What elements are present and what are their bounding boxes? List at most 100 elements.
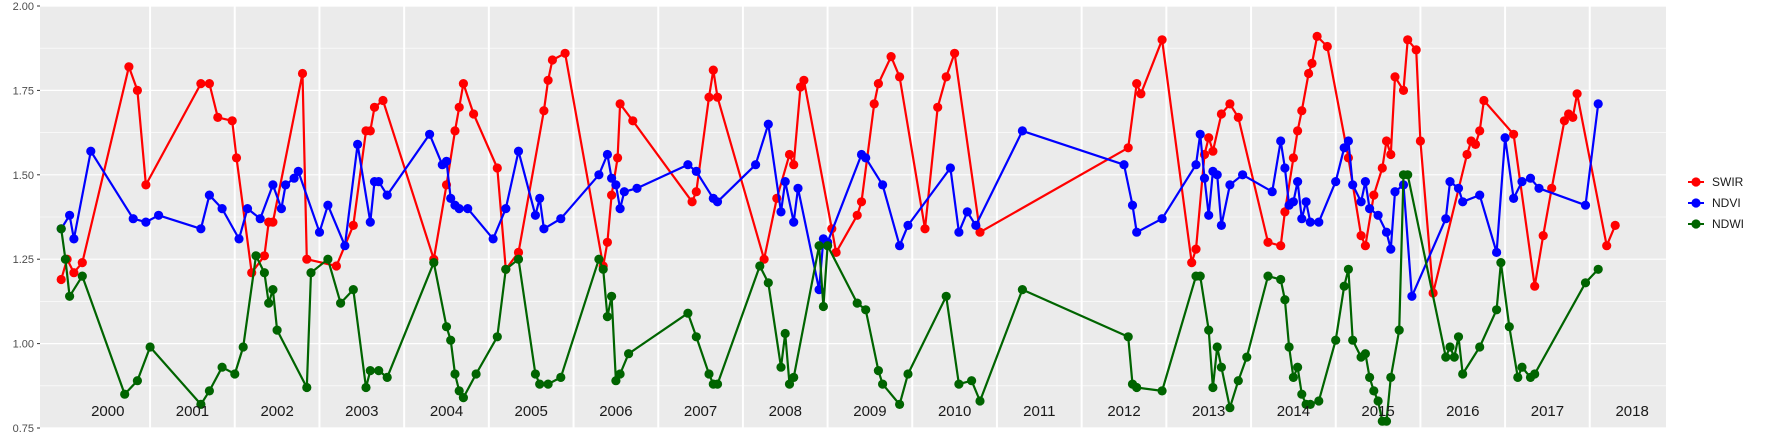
data-point-ndwi (1132, 382, 1142, 393)
data-point-ndvi (1331, 177, 1341, 187)
data-point-ndvi (1132, 227, 1142, 237)
data-point-swir (331, 261, 341, 271)
data-point-ndvi (1119, 160, 1129, 170)
data-point-ndvi (789, 217, 799, 227)
data-point-ndwi (691, 332, 701, 342)
data-point-swir (450, 126, 460, 136)
data-point-ndvi (619, 187, 629, 197)
data-point-ndwi (1445, 342, 1455, 352)
data-point-ndvi (1212, 170, 1222, 180)
year-label: 2009 (853, 403, 886, 420)
data-point-swir (1280, 207, 1290, 217)
data-point-ndwi (1496, 258, 1506, 268)
data-point-ndwi (365, 366, 375, 376)
data-point-swir (613, 153, 623, 163)
data-point-ndvi (365, 217, 375, 227)
data-point-ndvi (683, 160, 693, 170)
data-point-ndwi (1293, 362, 1303, 372)
data-point-ndwi (975, 396, 985, 406)
y-tick-label: 0.75 (13, 423, 34, 435)
data-point-swir (886, 52, 896, 62)
data-point-ndwi (823, 241, 833, 251)
data-point-ndwi (230, 369, 240, 379)
data-point-swir (1356, 231, 1366, 241)
data-point-ndvi (340, 241, 350, 251)
data-point-ndvi (763, 119, 773, 129)
data-point-ndwi (429, 258, 439, 268)
data-point-swir (1288, 153, 1298, 163)
data-point-ndwi (784, 379, 795, 389)
data-point-swir (513, 247, 524, 257)
data-point-swir (231, 153, 242, 163)
data-point-ndwi (903, 369, 913, 379)
year-label: 2008 (769, 403, 802, 420)
legend-item-swir: SWIR (1688, 175, 1744, 189)
data-point-ndvi (128, 214, 138, 224)
y-tick-label: 1.00 (13, 339, 34, 351)
data-point-ndwi (450, 369, 460, 379)
data-point-ndwi (1280, 295, 1290, 305)
data-point-ndwi (204, 386, 214, 396)
data-point-ndvi (1386, 244, 1396, 254)
data-point-ndvi (556, 214, 566, 224)
data-point-ndwi (543, 379, 553, 389)
data-point-swir (1398, 85, 1409, 95)
data-point-swir (602, 237, 613, 247)
data-point-ndwi (1492, 305, 1502, 315)
legend-label: NDWI (1712, 217, 1744, 231)
data-point-ndwi (1288, 372, 1298, 382)
data-point-ndwi (873, 366, 884, 376)
data-point-ndvi (793, 183, 803, 193)
data-point-ndvi (268, 180, 278, 190)
data-point-ndwi (145, 342, 155, 352)
data-point-ndwi (1242, 352, 1252, 362)
data-point-swir (1208, 146, 1218, 156)
data-point-ndvi (1534, 183, 1544, 193)
data-point-swir (687, 197, 697, 207)
data-point-ndwi (594, 254, 604, 264)
data-point-swir (69, 268, 79, 278)
data-point-ndwi (1360, 349, 1370, 359)
y-tick-label: 1.25 (13, 254, 34, 266)
y-tick-label: 1.50 (13, 170, 34, 182)
data-point-ndvi (154, 210, 164, 220)
data-point-swir (1475, 126, 1485, 136)
data-point-ndvi (1360, 177, 1370, 187)
data-point-ndwi (471, 369, 481, 379)
legend: SWIR NDVI NDWI (1688, 175, 1744, 231)
data-point-ndwi (776, 362, 786, 372)
data-point-ndvi (446, 193, 456, 203)
year-label: 2016 (1446, 403, 1479, 420)
data-point-ndvi (425, 129, 435, 139)
data-point-ndwi (1593, 264, 1603, 274)
y-tick-label: 2.00 (13, 1, 34, 13)
data-point-ndwi (1212, 342, 1222, 352)
data-point-swir (302, 254, 312, 264)
data-point-ndwi (1504, 322, 1514, 332)
data-point-swir (454, 102, 464, 112)
data-point-ndwi (238, 342, 248, 352)
data-point-ndwi (1449, 352, 1459, 362)
data-point-ndwi (272, 325, 282, 335)
data-point-ndwi (1381, 416, 1392, 426)
data-point-ndvi (861, 153, 871, 163)
data-point-ndwi (1284, 342, 1294, 352)
data-point-ndvi (255, 214, 265, 224)
data-point-swir (259, 251, 269, 261)
data-point-ndwi (1441, 352, 1451, 362)
data-point-ndwi (259, 268, 269, 278)
data-point-swir (560, 48, 570, 58)
data-point-ndwi (1305, 399, 1315, 409)
data-point-swir (1602, 241, 1612, 251)
data-point-ndvi (323, 200, 333, 210)
data-point-ndwi (615, 369, 625, 379)
data-point-ndvi (141, 217, 151, 227)
data-point-ndvi (314, 227, 325, 237)
series-ndwi (56, 170, 1603, 426)
data-point-ndwi (501, 264, 511, 274)
data-point-ndwi (1276, 274, 1286, 285)
data-point-ndvi (441, 156, 452, 166)
data-point-ndwi (1157, 386, 1167, 396)
year-label: 2011 (1023, 403, 1055, 420)
